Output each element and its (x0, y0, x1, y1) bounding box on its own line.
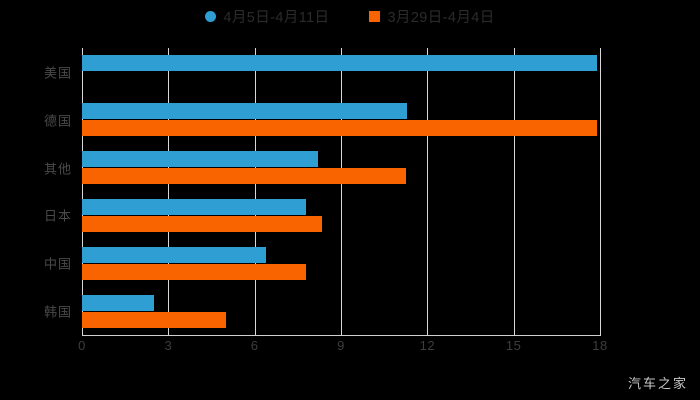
gridline (427, 48, 429, 335)
legend-marker-circle-icon (205, 11, 217, 22)
y-tick-label-日本: 日本 (43, 208, 72, 224)
gridline (254, 48, 256, 335)
legend-item-series-0[interactable]: 4月5日-4月11日 (205, 6, 329, 27)
gridline (168, 48, 170, 335)
bar-韩国-series-0[interactable] (82, 294, 154, 311)
legend-label-series-0: 4月5日-4月11日 (223, 10, 330, 26)
gridline (82, 48, 83, 335)
chart-legend: 4月5日-4月11日 3月29日-4月4日 (0, 6, 700, 27)
y-tick-label-美国: 美国 (43, 65, 72, 81)
bar-中国-series-1[interactable] (82, 263, 307, 280)
legend-item-series-1[interactable]: 3月29日-4月4日 (369, 6, 494, 27)
y-tick-label-其他: 其他 (43, 161, 72, 177)
y-tick-label-中国: 中国 (43, 256, 72, 272)
bar-中国-series-0[interactable] (82, 246, 267, 263)
gridline (600, 48, 601, 335)
plot-area (82, 48, 601, 335)
bar-韩国-series-1[interactable] (82, 311, 226, 328)
x-tick-label: 6 (250, 338, 259, 353)
y-axis-labels: 美国德国其他日本中国韩国 (0, 48, 72, 335)
bar-日本-series-0[interactable] (82, 198, 307, 215)
x-tick-label: 18 (592, 338, 608, 353)
gridline (513, 48, 515, 335)
bar-日本-series-1[interactable] (82, 215, 323, 232)
x-tick-label: 12 (419, 338, 436, 353)
legend-label-series-1: 3月29日-4月4日 (387, 10, 495, 26)
y-tick-label-德国: 德国 (43, 113, 72, 129)
bar-德国-series-1[interactable] (82, 120, 598, 137)
bar-美国-series-0[interactable] (82, 55, 598, 72)
gridline (341, 48, 342, 335)
legend-marker-square-icon (369, 11, 381, 22)
bar-其他-series-0[interactable] (82, 151, 318, 168)
y-tick-label-韩国: 韩国 (43, 304, 72, 320)
x-tick-label: 0 (78, 338, 86, 353)
watermark: 汽车之家 (627, 376, 688, 391)
x-tick-label: 15 (505, 338, 522, 353)
bar-其他-series-1[interactable] (82, 168, 406, 185)
bar-德国-series-0[interactable] (82, 103, 408, 120)
x-tick-label: 3 (164, 338, 173, 353)
x-axis-line (82, 335, 601, 336)
x-tick-label: 9 (337, 338, 345, 353)
